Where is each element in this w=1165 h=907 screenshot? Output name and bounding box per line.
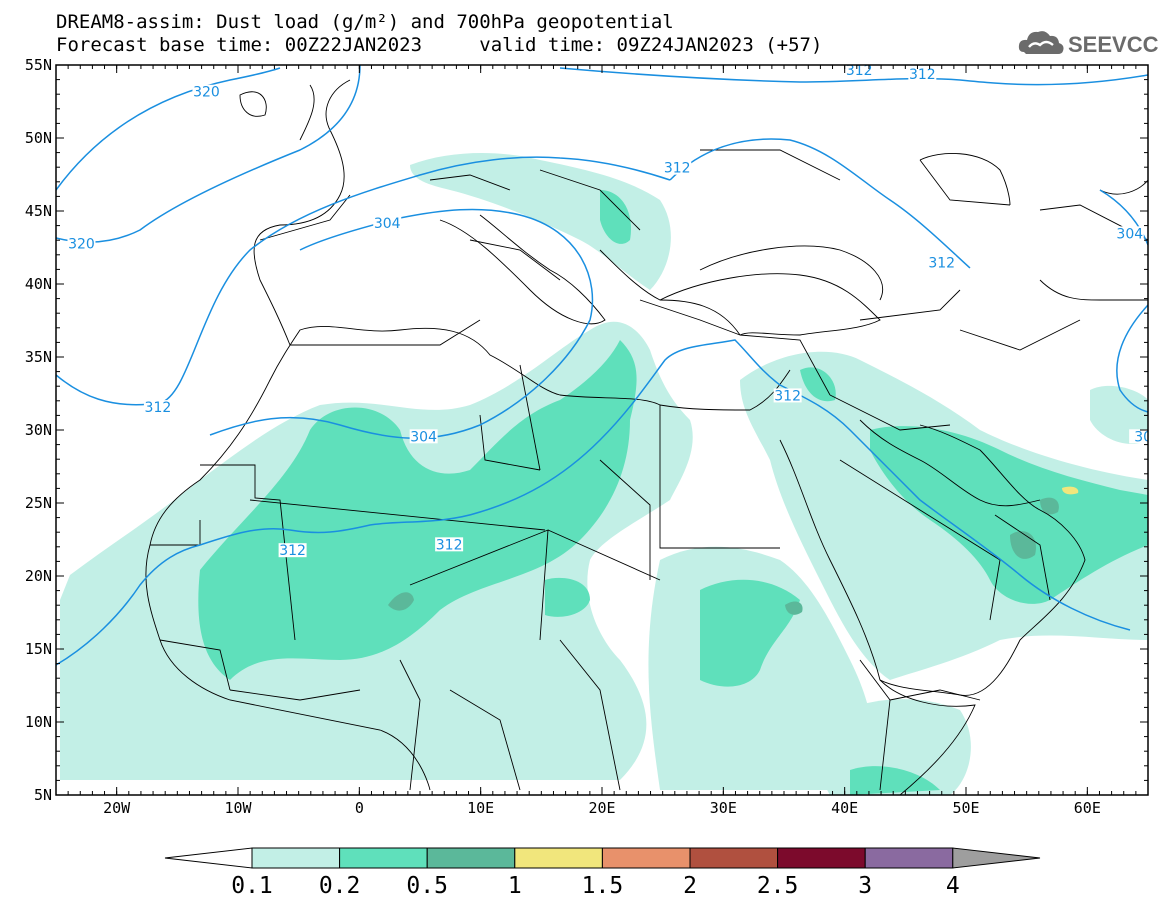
grid-labels: 20W 10W 0 10E 20E 30E 40E 50E 60E 55N 50N 45N 40N 35N…: [25, 56, 1101, 817]
contour-label: 312: [279, 543, 306, 559]
lon-tick-label: 10E: [467, 799, 494, 817]
map-frame: [55, 64, 1149, 796]
contour-label-bg: [663, 160, 692, 175]
colorbar-label: 0.1: [231, 873, 273, 899]
lat-tick-label: 35N: [25, 348, 52, 366]
chart-title: DREAM8-assim: Dust load (g/m²) and 700hP…: [56, 11, 674, 33]
colorbar-boxes: [164, 847, 1041, 869]
seevccc-logo: SEEVCCC: [1018, 31, 1158, 57]
lon-tick-label: 0: [355, 799, 364, 817]
colorbar-box: [689, 847, 779, 869]
lon-tick-label: 20W: [103, 799, 131, 817]
lat-tick-label: 20N: [25, 567, 52, 585]
colorbar-label: 0.2: [319, 873, 361, 899]
contour-304-east: [1099, 189, 1148, 246]
contour-label: 312: [846, 63, 873, 79]
lon-tick-label: 40E: [831, 799, 858, 817]
contour-label: 312: [145, 400, 172, 416]
logo-text: SEEVCCC: [1068, 32, 1158, 57]
lon-tick-label: 60E: [1074, 799, 1101, 817]
contour-label: 304: [374, 216, 401, 232]
contour-label: 312: [664, 161, 691, 177]
lat-tick-label: 25N: [25, 494, 52, 512]
lat-tick-label: 45N: [25, 202, 52, 220]
contour-label: 312: [774, 388, 801, 404]
lon-tick-label: 20E: [588, 799, 615, 817]
contour-30-east: [1116, 304, 1148, 413]
contour-label-bg: [1115, 226, 1144, 241]
contour-label-bg: [1129, 429, 1148, 444]
colorbar-label: 2: [683, 873, 697, 899]
colorbar-label: 1: [508, 873, 522, 899]
contour-labels: 320 320 312 304 304 312 312 312 312 312 312 312 304 3…: [67, 63, 1152, 559]
colorbar-label: 1.5: [582, 873, 624, 899]
contour-label: 312: [928, 256, 955, 272]
contour-312-south: [56, 339, 1131, 666]
lon-tick-label: 10W: [224, 799, 252, 817]
contour-312-east: [669, 138, 971, 269]
colorbar-box: [426, 847, 516, 869]
contour-label: 320: [193, 85, 220, 101]
lat-tick-label: 50N: [25, 129, 52, 147]
lat-tick-label: 10N: [25, 713, 52, 731]
contour-label-bg: [143, 400, 172, 415]
contour-label-bg: [67, 236, 96, 251]
coastlines: [145, 79, 1148, 795]
contour-label: 312: [436, 537, 463, 553]
geopotential-contours: [56, 65, 1148, 666]
colorbar-label: 0.5: [406, 873, 448, 899]
contour-label-bg: [908, 67, 937, 82]
lat-tick-label: 15N: [25, 640, 52, 658]
base-time-label: Forecast base time: 00Z22JAN2023: [56, 34, 423, 56]
colorbar-labels: 0.1 0.2 0.5 1 1.5 2 2.5 3 4: [231, 873, 960, 899]
forecast-time-line: Forecast base time: 00Z22JAN2023 valid t…: [56, 35, 822, 55]
colorbar-box: [777, 847, 866, 869]
dust-shading-peak: [1062, 486, 1079, 495]
colorbar-box: [251, 847, 341, 869]
lon-tick-label: 50E: [952, 799, 979, 817]
colorbar-box: [864, 847, 954, 869]
colorbar-box: [514, 847, 603, 869]
contour-320-west: [56, 65, 361, 243]
lat-tick-label: 55N: [25, 56, 52, 74]
colorbar-arrow-high: [952, 847, 1041, 869]
cloud-logo-icon: [1018, 31, 1064, 54]
colorbar-label: 4: [946, 873, 960, 899]
contour-label-bg: [278, 543, 307, 558]
contour-label: 304: [410, 429, 437, 445]
colorbar-label: 3: [858, 873, 872, 899]
contour-label-bg: [773, 388, 802, 403]
contour-label-bg: [192, 84, 221, 99]
contour-label-bg: [927, 255, 956, 270]
country-boundaries: [150, 149, 1148, 791]
colorbar-box: [601, 847, 691, 869]
contour-label-bg: [373, 216, 402, 231]
contour-label: 30: [1134, 429, 1152, 445]
lat-tick-label: 30N: [25, 421, 52, 439]
contour-304: [209, 208, 594, 439]
contour-312-northeast: [559, 67, 1148, 86]
dust-shading-medium: [198, 190, 1148, 795]
lon-tick-label: 30E: [710, 799, 737, 817]
lat-tick-label: 40N: [25, 275, 52, 293]
contour-label: 304: [1116, 226, 1143, 242]
contour-label-bg: [409, 429, 438, 444]
contour-label: 320: [68, 237, 95, 253]
valid-time-label: valid time: 09Z24JAN2023 (+57): [479, 34, 823, 56]
lat-tick-label: 5N: [34, 786, 52, 804]
colorbar-box: [339, 847, 428, 869]
colorbar-label: 2.5: [757, 873, 799, 899]
colorbar-arrow-low: [164, 847, 253, 869]
contour-label: 312: [909, 67, 936, 83]
contour-label-bg: [845, 65, 874, 77]
contour-label-bg: [435, 537, 464, 552]
